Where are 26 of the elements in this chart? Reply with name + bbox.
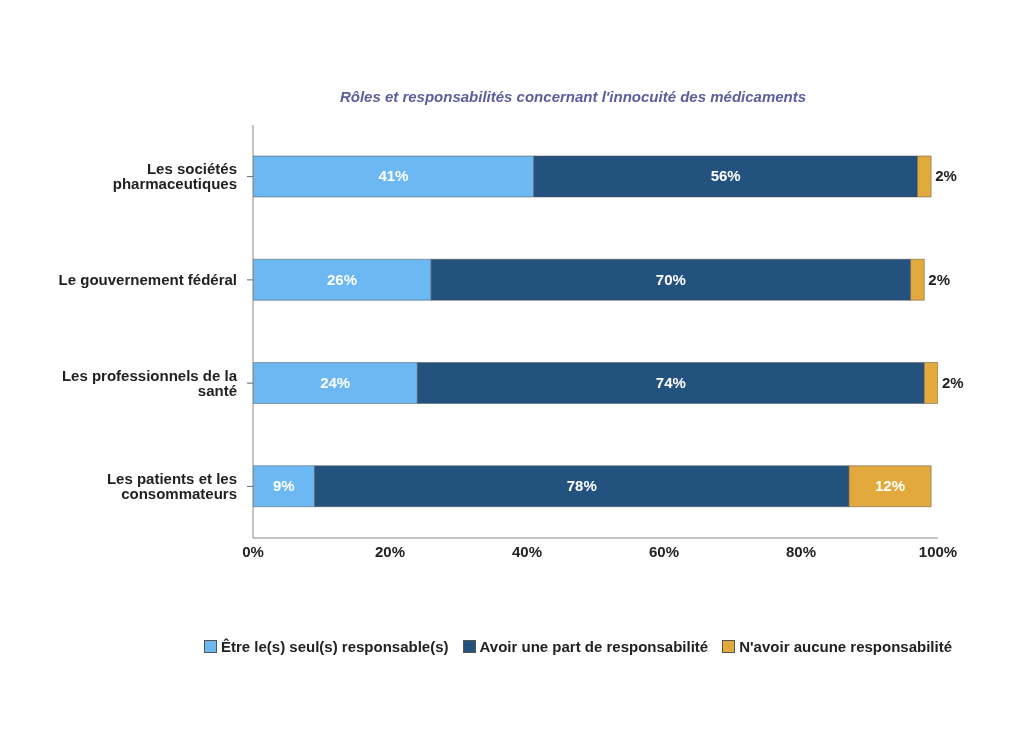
y-tick-label: Les professionnels de la santé [61,366,238,399]
y-tick-label: Le gouvernement fédéral [58,271,237,289]
text: 26% [327,270,358,288]
text: 2% [935,167,957,185]
legend-label: Avoir une part de responsabilité [479,638,709,655]
text: 9% [272,477,295,495]
text: 74% [655,373,686,391]
x-tick-label: 60% [648,542,680,560]
y-tick-label: Les sociétés pharmaceutiques [112,160,237,193]
x-tick-label: 100% [918,542,958,560]
chart-title: Rôles et responsabilités concernant l'innocuité des médicaments [338,88,808,105]
text: 2% [928,270,950,288]
x-tick-label: 40% [511,542,543,560]
x-tick-label: 0% [242,542,264,560]
text: 56% [710,167,741,185]
text: 78% [566,477,597,495]
text: 24% [320,373,351,391]
x-tick-label: 80% [785,542,817,560]
text: 12% [875,477,906,495]
y-tick-label: Les patients et les consommateurs [106,470,237,503]
text: 41% [378,167,409,185]
legend-label: N'avoir aucune responsabilité [739,638,953,655]
legend-label: Être le(s) seul(s) responsable(s) [220,638,449,655]
x-tick-label: 20% [374,542,406,560]
text: 70% [655,270,686,288]
text: 2% [942,373,964,391]
